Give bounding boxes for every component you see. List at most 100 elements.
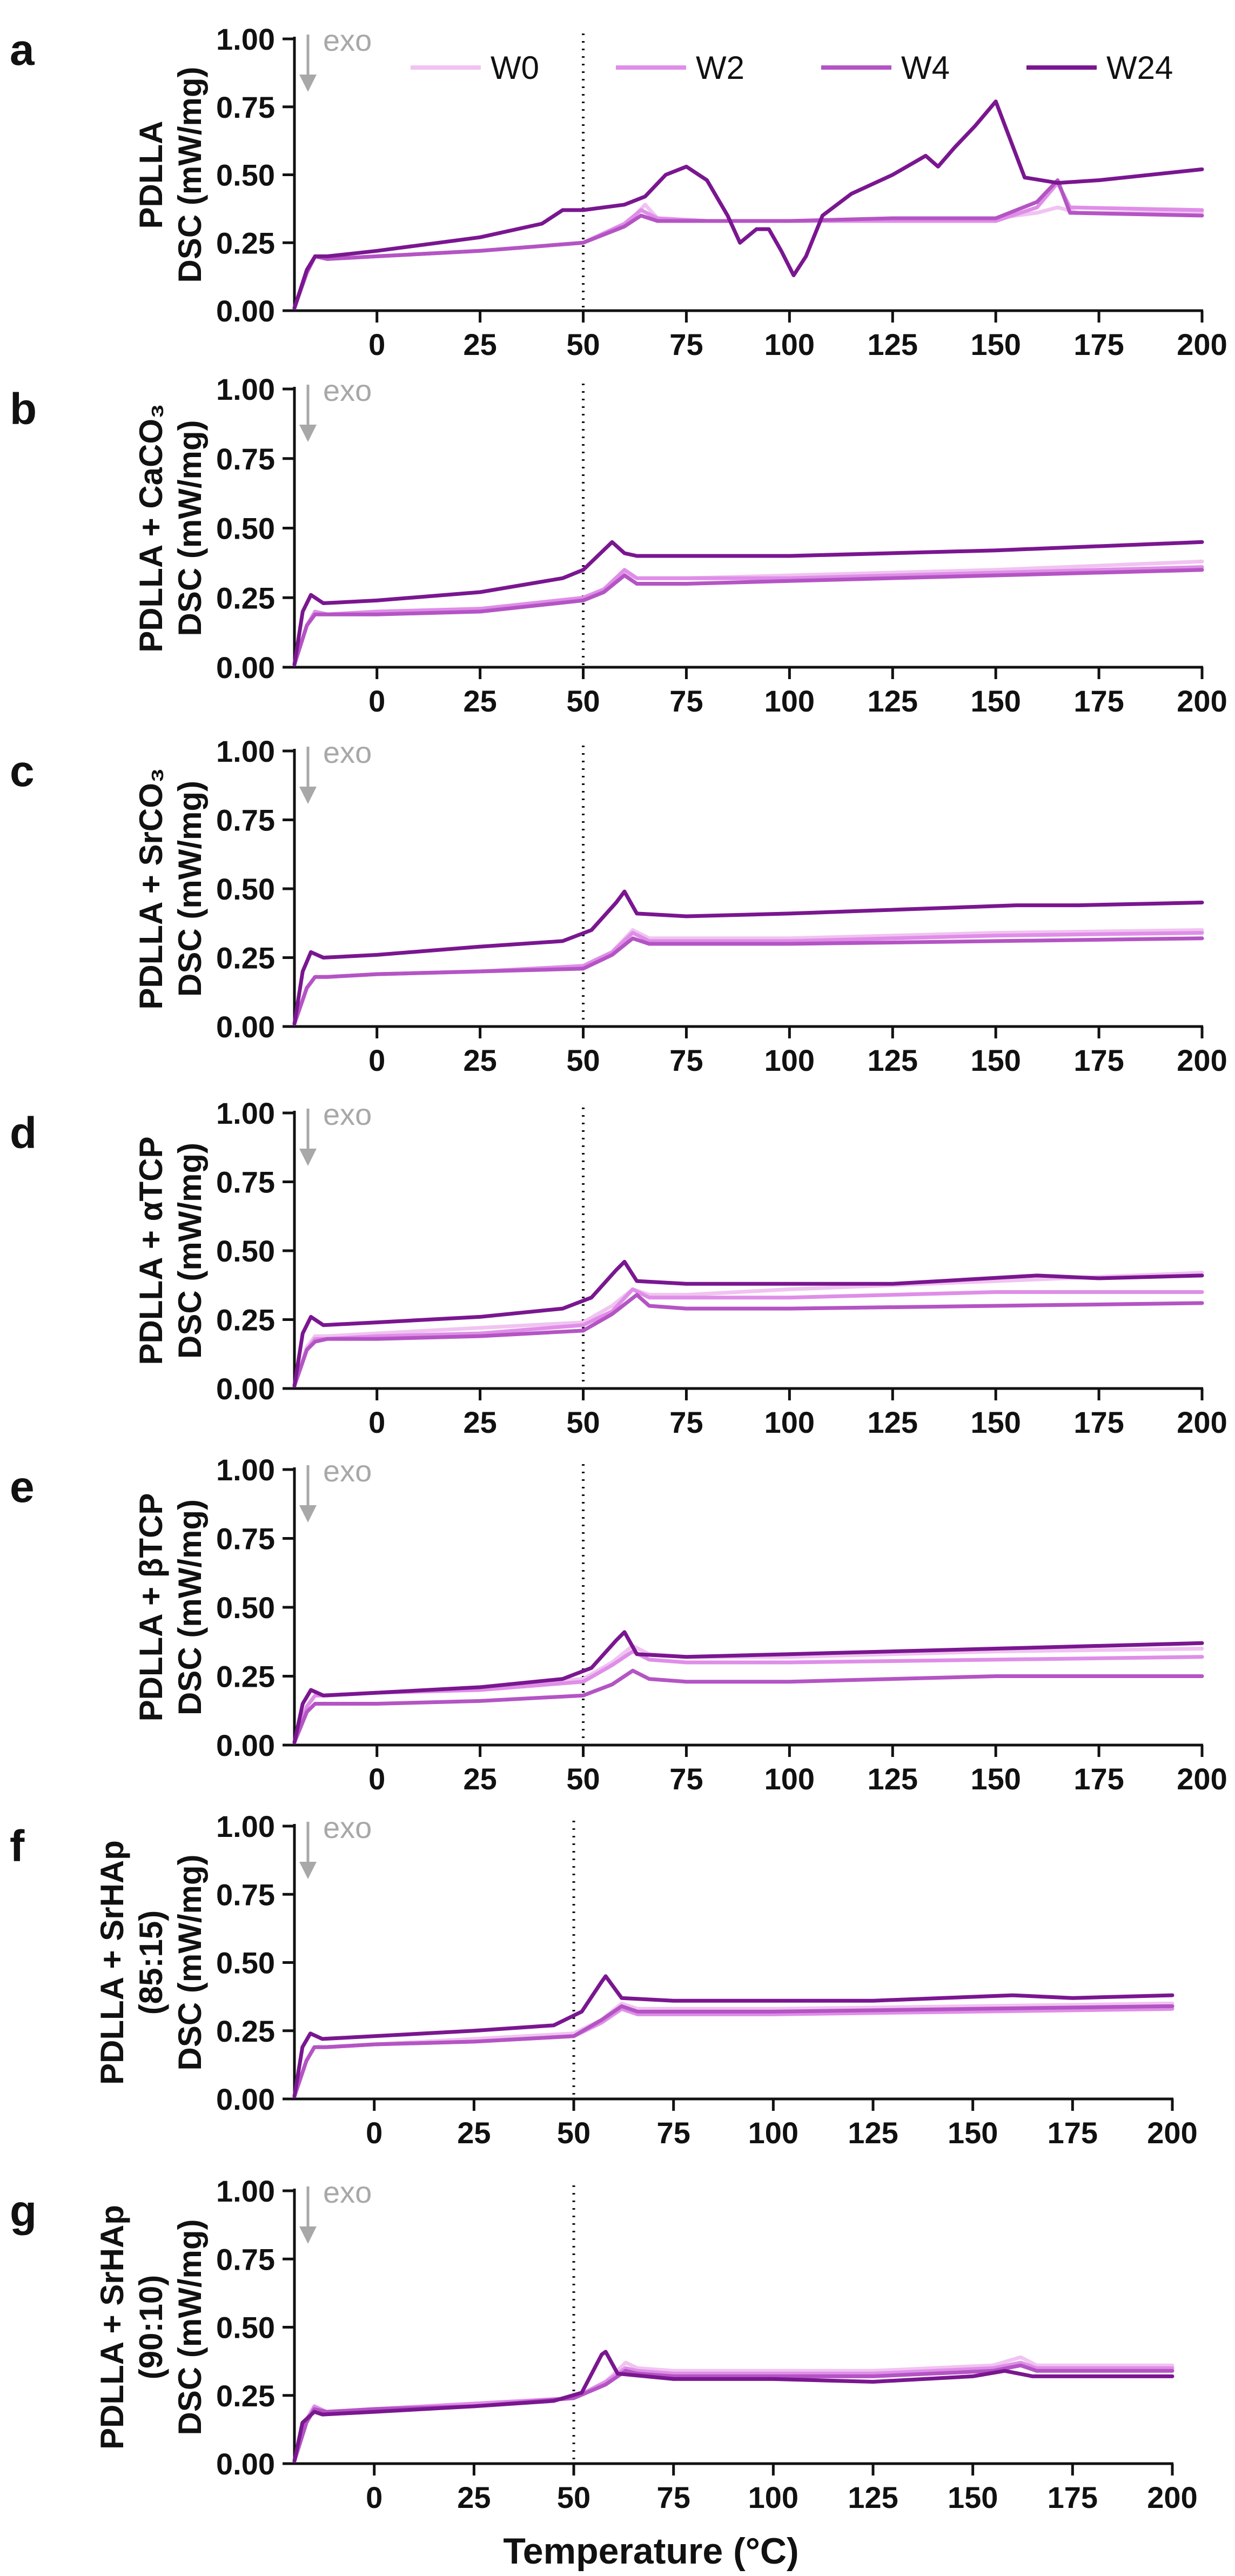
- x-tick-label: 175: [1073, 1405, 1124, 1439]
- x-tick-label: 100: [748, 2116, 798, 2150]
- y-tick-label: 1.00: [216, 1809, 275, 1843]
- y-tick-label: 0.75: [216, 2242, 275, 2276]
- x-tick-label: 125: [868, 327, 918, 361]
- x-tick-label: 175: [1073, 684, 1124, 718]
- exo-label: exo: [323, 735, 372, 769]
- series-line-w24: [292, 889, 1204, 1026]
- x-tick-label: 75: [669, 684, 703, 718]
- y-tick-label: 0.50: [216, 2311, 275, 2345]
- legend: W0 W2 W4 W24: [411, 50, 1173, 86]
- y-axis-title-line: DSC (mW/mg): [172, 1855, 208, 2071]
- x-tick-label: 200: [1177, 684, 1227, 718]
- x-tick-label: 200: [1177, 1405, 1227, 1439]
- series-line-w0: [292, 2001, 1174, 2098]
- series-line-w24: [292, 540, 1204, 667]
- x-tick-label: 50: [566, 1043, 600, 1077]
- y-axis-title-line: DSC (mW/mg): [172, 67, 208, 283]
- y-tick-label: 0.75: [216, 1877, 275, 1911]
- x-tick-label: 75: [669, 1762, 703, 1796]
- legend-item-w2: W2: [616, 50, 744, 86]
- x-tick-label: 125: [848, 2480, 898, 2514]
- x-tick-label: 200: [1177, 327, 1227, 361]
- x-tick-label: 50: [566, 1762, 600, 1796]
- x-tick-label: 200: [1177, 1043, 1227, 1077]
- y-tick-label: 0.50: [216, 158, 275, 192]
- y-axis-title-line: DSC (mW/mg): [172, 1499, 208, 1715]
- y-tick-label: 0.75: [216, 442, 275, 476]
- y-axis-title-line: DSC (mW/mg): [172, 781, 208, 997]
- x-tick-label: 50: [566, 1405, 600, 1439]
- series-line-w4: [292, 568, 1204, 667]
- exo-label: exo: [323, 2175, 372, 2209]
- x-tick-label: 0: [368, 327, 385, 361]
- panel-e: e PDLLA + βTCP DSC (mW/mg)0.00 0.25 0.50 0.75…: [10, 1453, 1227, 1796]
- legend-label: W2: [696, 50, 744, 86]
- y-tick-label: 0.75: [216, 803, 275, 837]
- series-line-w4: [292, 2004, 1174, 2098]
- x-tick-label: 200: [1177, 1762, 1227, 1796]
- y-axis-title-line: PDLLA + SrHAp: [94, 2205, 130, 2450]
- y-tick-label: 0.25: [216, 941, 275, 975]
- x-tick-label: 150: [948, 2480, 998, 2514]
- series-line-w4: [292, 178, 1204, 310]
- panel-letter: e: [10, 1463, 35, 1512]
- series-line-w2: [292, 1287, 1204, 1388]
- series-line-w24: [292, 1630, 1204, 1745]
- x-tick-label: 175: [1073, 327, 1124, 361]
- legend-label: W0: [491, 50, 539, 86]
- panel-a: a PDLLA DSC (mW/mg)0.00 0.25 0.50 0.75 1.00 0 25…: [10, 22, 1227, 361]
- x-tick-label: 150: [970, 684, 1021, 718]
- x-tick-label: 100: [764, 1043, 815, 1077]
- x-tick-label: 0: [368, 1405, 385, 1439]
- x-tick-label: 75: [669, 1405, 703, 1439]
- x-tick-label: 125: [848, 2116, 898, 2150]
- x-tick-label: 0: [366, 2116, 382, 2150]
- exo-arrow-icon: [299, 1149, 317, 1166]
- x-tick-label: 50: [557, 2116, 590, 2150]
- y-tick-label: 0.25: [216, 1303, 275, 1337]
- y-axis-title-line: DSC (mW/mg): [172, 420, 208, 636]
- panel-letter: f: [10, 1822, 25, 1871]
- x-tick-label: 150: [970, 1405, 1021, 1439]
- x-tick-label: 100: [764, 1762, 815, 1796]
- legend-item-w4: W4: [821, 50, 950, 86]
- y-axis-title-line: (90:10): [133, 2275, 169, 2379]
- y-tick-label: 0.00: [216, 2082, 275, 2116]
- y-axis-title-line: PDLLA + SrCO₃: [133, 768, 169, 1009]
- x-tick-label: 150: [970, 1043, 1021, 1077]
- exo-arrow-icon: [299, 787, 317, 804]
- y-axis-title-line: DSC (mW/mg): [172, 2219, 208, 2436]
- series-line-w4: [292, 936, 1204, 1026]
- x-tick-label: 125: [868, 1043, 918, 1077]
- x-tick-label: 125: [868, 684, 918, 718]
- exo-label: exo: [323, 23, 372, 57]
- y-axis-title-line: PDLLA + CaCO₃: [133, 404, 169, 653]
- exo-arrow-icon: [299, 1862, 317, 1879]
- panel-letter: c: [10, 747, 35, 796]
- y-axis-title-line: PDLLA: [133, 121, 169, 229]
- series-line-w2: [292, 2007, 1174, 2098]
- series-line-w24: [292, 99, 1204, 310]
- y-tick-label: 1.00: [216, 1096, 275, 1130]
- exo-label: exo: [323, 1454, 372, 1488]
- x-tick-label: 200: [1147, 2116, 1197, 2150]
- series-line-w4: [292, 1293, 1204, 1388]
- x-tick-label: 175: [1073, 1762, 1124, 1796]
- series-line-w24: [292, 2350, 1174, 2463]
- y-tick-label: 0.75: [216, 1165, 275, 1199]
- x-tick-label: 100: [764, 1405, 815, 1439]
- x-tick-label: 25: [463, 327, 496, 361]
- x-tick-label: 25: [463, 1762, 496, 1796]
- y-tick-label: 0.75: [216, 90, 275, 124]
- y-tick-label: 0.50: [216, 1591, 275, 1625]
- y-tick-label: 1.00: [216, 734, 275, 768]
- y-tick-label: 0.00: [216, 1728, 275, 1762]
- y-tick-label: 0.00: [216, 650, 275, 685]
- y-axis-title-line: DSC (mW/mg): [172, 1143, 208, 1359]
- y-tick-label: 0.25: [216, 581, 275, 615]
- y-axis-title-line: PDLLA + SrHAp: [94, 1840, 130, 2085]
- panel-f: f PDLLA + SrHAp (85:15) DSC (mW/mg)0.00 0.25…: [10, 1809, 1198, 2150]
- x-tick-label: 150: [970, 1762, 1021, 1796]
- panel-d: d PDLLA + αTCP DSC (mW/mg)0.00 0.25 0.50 0.75…: [10, 1096, 1227, 1439]
